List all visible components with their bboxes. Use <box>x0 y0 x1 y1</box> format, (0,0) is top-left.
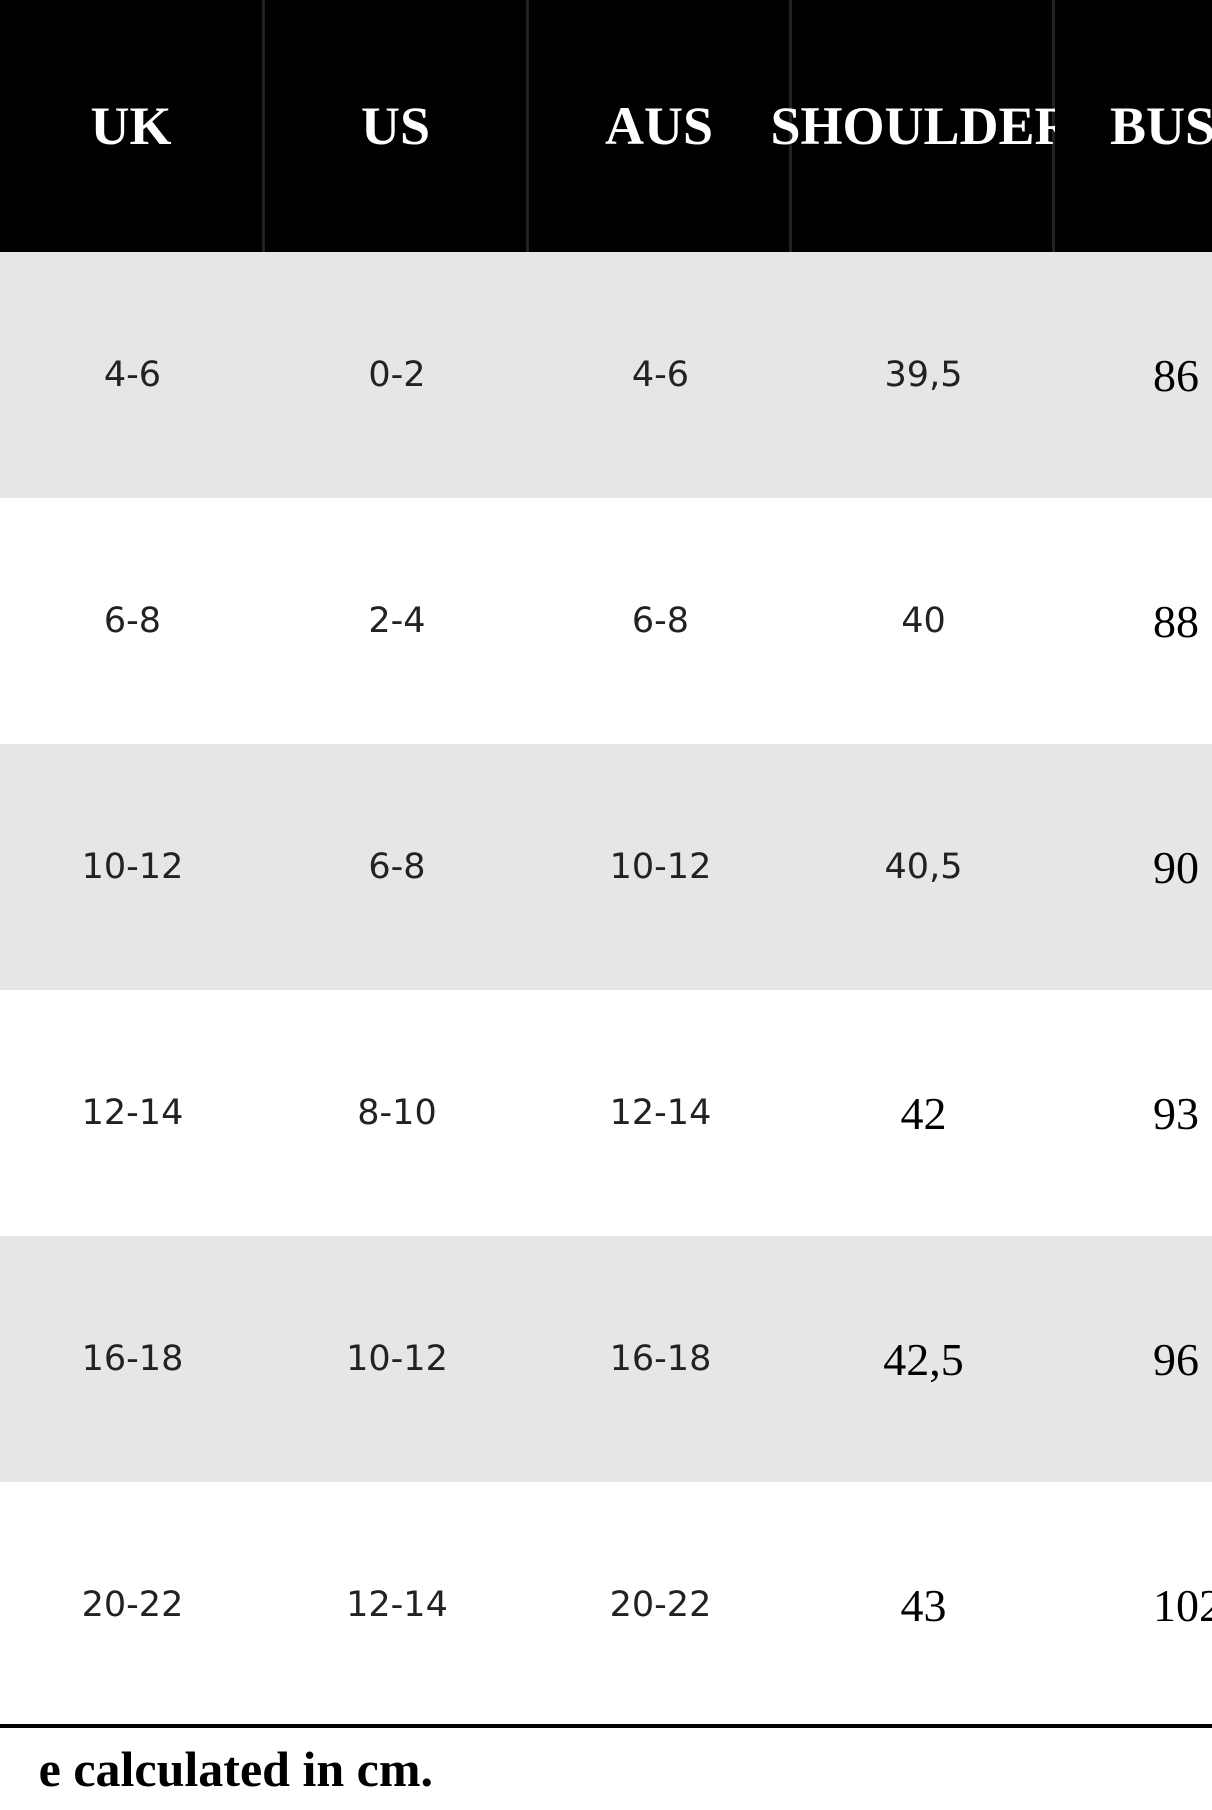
table-cell: 4-6 <box>529 252 792 498</box>
table-cell: 40,5 <box>792 744 1055 990</box>
column-header: SHOULDER <box>770 0 1074 252</box>
table-cell: 12-14 <box>529 990 792 1236</box>
table-cell: 2-4 <box>265 498 529 744</box>
column-header: AUS <box>529 0 792 252</box>
footer-note: e calculated in cm. <box>38 1741 433 1797</box>
table-cell: 40 <box>792 498 1055 744</box>
table-cell: 10-12 <box>0 744 265 990</box>
column-header: US <box>265 0 529 252</box>
table-cell: 42,5 <box>792 1236 1055 1482</box>
table-cell: 10-12 <box>529 744 792 990</box>
table-cell: 42 <box>792 990 1055 1236</box>
table-cell: 39,5 <box>792 252 1055 498</box>
table-cell: 8-10 <box>265 990 529 1236</box>
table-cell: 43 <box>792 1482 1055 1728</box>
table-cell: 12-14 <box>0 990 265 1236</box>
table-cell: 93 <box>1055 990 1212 1236</box>
table-cell: 12-14 <box>265 1482 529 1728</box>
table-cell: 96 <box>1055 1236 1212 1482</box>
table-cell: 16-18 <box>0 1236 265 1482</box>
table-cell: 20-22 <box>529 1482 792 1728</box>
table-cell: 90 <box>1055 744 1212 990</box>
table-cell: 6-8 <box>0 498 265 744</box>
table-cell: 0-2 <box>265 252 529 498</box>
table-cell: 88 <box>1055 498 1212 744</box>
table-cell: 10-12 <box>265 1236 529 1482</box>
table-cell: 6-8 <box>265 744 529 990</box>
column-header: BUS <box>1055 0 1212 252</box>
table-cell: 6-8 <box>529 498 792 744</box>
table-cell: 102 <box>1055 1482 1212 1728</box>
table-cell: 20-22 <box>0 1482 265 1728</box>
column-header: UK <box>0 0 265 252</box>
bottom-rule <box>0 1724 1212 1728</box>
table-cell: 16-18 <box>529 1236 792 1482</box>
table-cell: 4-6 <box>0 252 265 498</box>
table-cell: 86 <box>1055 252 1212 498</box>
